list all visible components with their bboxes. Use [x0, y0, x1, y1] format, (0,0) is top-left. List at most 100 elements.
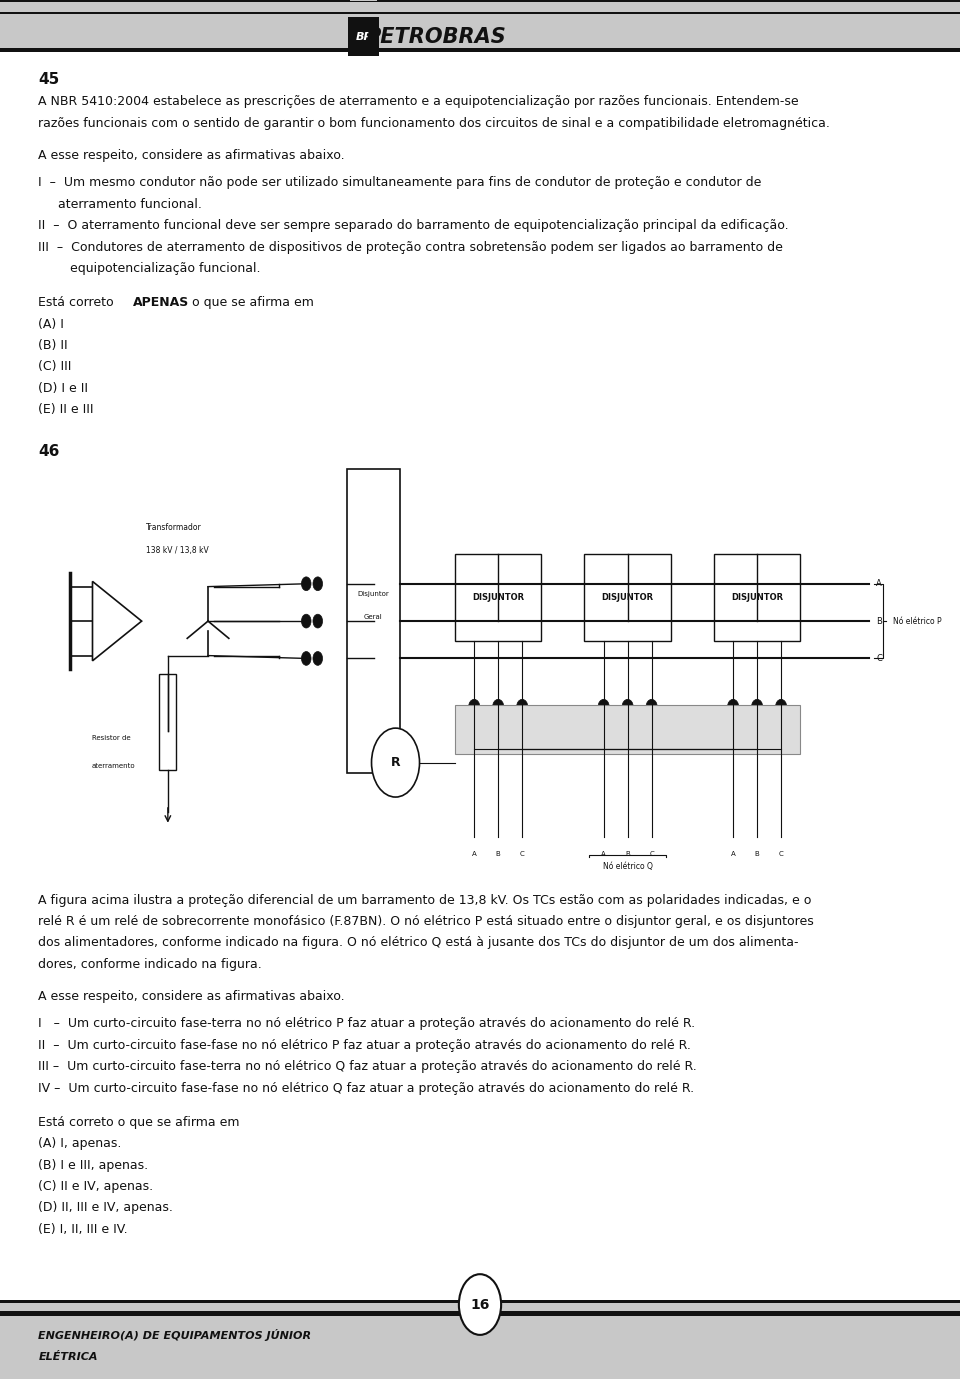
Text: relé R é um relé de sobrecorrente monofásico (F.87BN). O nó elétrico P está situ: relé R é um relé de sobrecorrente monofá…	[38, 914, 814, 928]
Text: Resistor de: Resistor de	[92, 735, 131, 741]
Text: o que se afirma em: o que se afirma em	[188, 296, 314, 309]
Text: C: C	[876, 654, 882, 663]
Text: II  –  O aterramento funcional deve ser sempre separado do barramento de equipot: II – O aterramento funcional deve ser se…	[38, 219, 789, 232]
Text: IV –  Um curto-circuito fase-fase no nó elétrico Q faz atuar a proteção através : IV – Um curto-circuito fase-fase no nó e…	[38, 1081, 694, 1095]
Text: II  –  Um curto-circuito fase-fase no nó elétrico P faz atuar a proteção através: II – Um curto-circuito fase-fase no nó e…	[38, 1038, 691, 1052]
Circle shape	[301, 576, 311, 590]
Circle shape	[776, 699, 787, 716]
Circle shape	[776, 720, 787, 736]
Circle shape	[622, 720, 634, 736]
Text: C: C	[649, 851, 654, 856]
Text: APENAS: APENAS	[132, 296, 189, 309]
Circle shape	[516, 720, 528, 736]
Circle shape	[459, 1274, 501, 1335]
Text: (C) II e IV, apenas.: (C) II e IV, apenas.	[38, 1180, 154, 1193]
Text: 46: 46	[38, 444, 60, 459]
Text: equipotencialização funcional.: equipotencialização funcional.	[38, 262, 261, 274]
Text: (B) II: (B) II	[38, 339, 68, 352]
Text: A NBR 5410:2004 estabelece as prescrições de aterramento e a equipotencialização: A NBR 5410:2004 estabelece as prescriçõe…	[38, 95, 799, 108]
Text: 45: 45	[38, 72, 60, 87]
Circle shape	[728, 720, 739, 736]
Circle shape	[646, 699, 658, 716]
Text: BR: BR	[355, 32, 372, 41]
Text: A figura acima ilustra a proteção diferencial de um barramento de 13,8 kV. Os TC: A figura acima ilustra a proteção difere…	[38, 894, 812, 906]
Text: ENGENHEIRO(A) DE EQUIPAMENTOS JÚNIOR: ENGENHEIRO(A) DE EQUIPAMENTOS JÚNIOR	[38, 1329, 312, 1340]
Text: R: R	[391, 756, 400, 769]
FancyBboxPatch shape	[714, 554, 801, 641]
Text: (B) I e III, apenas.: (B) I e III, apenas.	[38, 1158, 149, 1172]
FancyBboxPatch shape	[0, 1300, 960, 1316]
FancyBboxPatch shape	[159, 674, 177, 771]
Text: (E) II e III: (E) II e III	[38, 403, 94, 416]
Circle shape	[468, 699, 480, 716]
Circle shape	[516, 699, 528, 716]
Circle shape	[313, 614, 323, 627]
FancyBboxPatch shape	[347, 469, 399, 772]
FancyBboxPatch shape	[455, 706, 801, 754]
FancyBboxPatch shape	[0, 1, 960, 11]
FancyBboxPatch shape	[455, 554, 541, 641]
Circle shape	[372, 728, 420, 797]
Text: Nó elétrico P: Nó elétrico P	[893, 616, 942, 626]
Text: (D) I e II: (D) I e II	[38, 382, 88, 394]
Text: Disjuntor: Disjuntor	[357, 590, 389, 597]
Circle shape	[598, 720, 610, 736]
Text: B: B	[625, 851, 630, 856]
Circle shape	[622, 699, 634, 716]
Text: DISJUNTOR: DISJUNTOR	[732, 593, 783, 603]
Text: aterramento funcional.: aterramento funcional.	[38, 197, 203, 211]
Text: A: A	[731, 851, 735, 856]
Text: B: B	[495, 851, 500, 856]
Circle shape	[301, 651, 311, 665]
Circle shape	[355, 651, 365, 665]
Text: A esse respeito, considere as afirmativas abaixo.: A esse respeito, considere as afirmativa…	[38, 990, 345, 1003]
FancyBboxPatch shape	[0, 1303, 960, 1311]
Text: A: A	[471, 851, 476, 856]
Text: DISJUNTOR: DISJUNTOR	[472, 593, 524, 603]
Text: I  –  Um mesmo condutor não pode ser utilizado simultaneamente para fins de cond: I – Um mesmo condutor não pode ser utili…	[38, 177, 762, 189]
FancyBboxPatch shape	[585, 554, 671, 641]
Text: dos alimentadores, conforme indicado na figura. O nó elétrico Q está à jusante d: dos alimentadores, conforme indicado na …	[38, 936, 799, 949]
Text: Está correto o que se afirma em: Está correto o que se afirma em	[38, 1116, 240, 1129]
Text: C: C	[519, 851, 524, 856]
Circle shape	[752, 699, 763, 716]
Text: Está correto: Está correto	[38, 296, 118, 309]
Text: I   –  Um curto-circuito fase-terra no nó elétrico P faz atuar a proteção atravé: I – Um curto-circuito fase-terra no nó e…	[38, 1018, 696, 1030]
Circle shape	[367, 614, 376, 627]
Text: DISJUNTOR: DISJUNTOR	[602, 593, 654, 603]
Text: (A) I: (A) I	[38, 317, 64, 331]
FancyBboxPatch shape	[0, 0, 960, 14]
Circle shape	[646, 720, 658, 736]
Circle shape	[313, 651, 323, 665]
Text: A esse respeito, considere as afirmativas abaixo.: A esse respeito, considere as afirmativa…	[38, 149, 345, 161]
Circle shape	[598, 699, 610, 716]
Circle shape	[468, 720, 480, 736]
Text: (E) I, II, III e IV.: (E) I, II, III e IV.	[38, 1223, 128, 1236]
Text: (A) I, apenas.: (A) I, apenas.	[38, 1138, 122, 1150]
Text: dores, conforme indicado na figura.: dores, conforme indicado na figura.	[38, 957, 262, 971]
Circle shape	[355, 576, 365, 590]
FancyBboxPatch shape	[0, 0, 960, 52]
Circle shape	[492, 699, 504, 716]
Text: Transformador: Transformador	[146, 523, 202, 532]
Text: A: A	[601, 851, 606, 856]
Text: (D) II, III e IV, apenas.: (D) II, III e IV, apenas.	[38, 1201, 173, 1215]
Text: PETROBRAS: PETROBRAS	[366, 26, 506, 47]
Text: Nó elétrico Q: Nó elétrico Q	[603, 862, 653, 870]
FancyBboxPatch shape	[0, 1300, 960, 1379]
Circle shape	[492, 720, 504, 736]
FancyBboxPatch shape	[0, 44, 960, 52]
Circle shape	[301, 614, 311, 627]
Text: III –  Um curto-circuito fase-terra no nó elétrico Q faz atuar a proteção atravé: III – Um curto-circuito fase-terra no nó…	[38, 1060, 697, 1073]
Text: B: B	[876, 616, 882, 626]
Text: aterramento: aterramento	[92, 763, 135, 768]
Text: III  –  Condutores de aterramento de dispositivos de proteção contra sobretensão: III – Condutores de aterramento de dispo…	[38, 240, 783, 254]
Circle shape	[313, 576, 323, 590]
Circle shape	[355, 614, 365, 627]
Text: C: C	[779, 851, 783, 856]
Text: B: B	[755, 851, 759, 856]
Circle shape	[367, 576, 376, 590]
Text: 16: 16	[470, 1298, 490, 1311]
Text: (C) III: (C) III	[38, 360, 72, 374]
Text: ELÉTRICA: ELÉTRICA	[38, 1351, 98, 1362]
